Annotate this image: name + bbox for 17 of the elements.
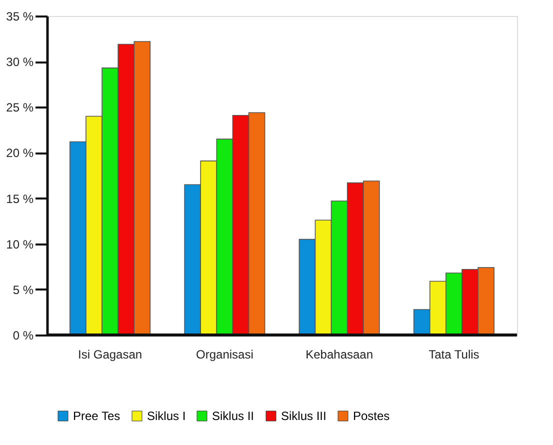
x-tick-label: Isi Gagasan bbox=[78, 348, 142, 362]
legend-label: Siklus I bbox=[147, 409, 186, 423]
legend-label: Pree Tes bbox=[73, 409, 120, 423]
y-tick-label: 30 % bbox=[6, 55, 34, 70]
y-tick-label: 0 % bbox=[12, 328, 34, 342]
y-tick-label: 15 % bbox=[6, 192, 34, 206]
legend-label: Postes bbox=[353, 409, 390, 423]
y-tick-label: 10 % bbox=[6, 237, 34, 252]
x-tick-label: Organisasi bbox=[196, 348, 254, 362]
x-tick-label: Kebahasaan bbox=[306, 348, 374, 362]
legend-label: Siklus III bbox=[281, 409, 326, 423]
y-tick-label: 5 % bbox=[12, 282, 34, 297]
y-tick-label: 35 % bbox=[6, 10, 34, 24]
legend-label: Siklus II bbox=[212, 409, 254, 423]
y-tick-label: 25 % bbox=[6, 100, 34, 115]
y-tick-label: 20 % bbox=[6, 146, 34, 160]
x-tick-label: Tata Tulis bbox=[428, 348, 480, 362]
